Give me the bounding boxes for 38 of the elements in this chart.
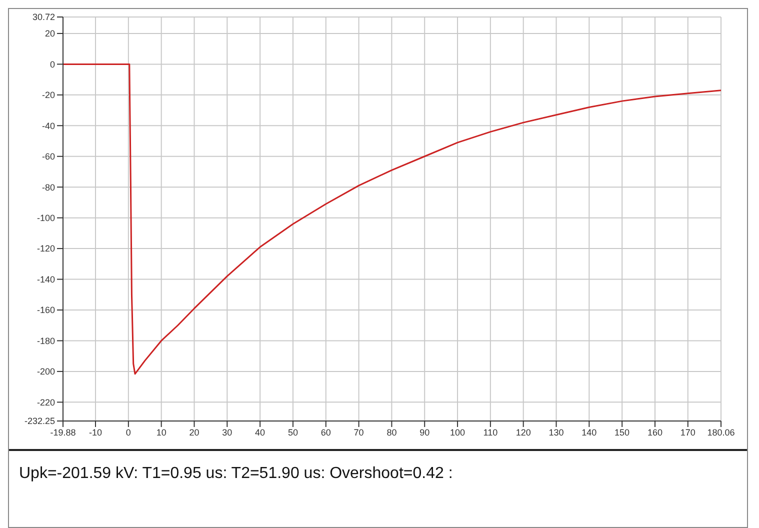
- y-tick-label: -120: [36, 244, 55, 254]
- x-tick-label: 30: [222, 427, 232, 438]
- x-tick-label: 120: [516, 427, 531, 438]
- x-tick-label: 140: [582, 427, 597, 438]
- y-tick-label: -200: [36, 366, 55, 377]
- x-tick-label: 50: [288, 427, 298, 438]
- x-tick-label: 10: [156, 427, 166, 438]
- y-tick-label: -20: [42, 90, 55, 100]
- x-tick-label: 180.06: [707, 427, 735, 438]
- x-tick-label: 80: [386, 427, 397, 438]
- x-tick-label: -19.88: [50, 427, 76, 438]
- y-tick-label: -232.25: [24, 416, 55, 426]
- x-tick-label: 70: [354, 427, 364, 438]
- x-tick-label: 60: [320, 427, 331, 438]
- y-tick-label: -180: [36, 336, 55, 346]
- y-tick-label: 0: [50, 59, 55, 70]
- y-tick-label: -100: [36, 213, 55, 224]
- y-tick-label: -140: [36, 274, 55, 284]
- y-tick-label: -60: [42, 152, 55, 162]
- x-tick-label: -10: [89, 427, 102, 438]
- text: Upk=-201.59 kV: T1=0.95 us: T2=51.90 us: Overshoot=0.42 :: [19, 465, 454, 483]
- y-tick-label: -80: [42, 182, 55, 192]
- x-tick-label: 20: [189, 427, 200, 438]
- y-tick-label: -220: [36, 397, 55, 408]
- x-tick-label: 170: [680, 427, 696, 438]
- x-tick-label: 100: [450, 427, 466, 438]
- x-tick-label: 40: [255, 427, 266, 438]
- x-tick-label: 0: [126, 427, 131, 438]
- y-tick-label: -160: [36, 305, 55, 316]
- x-tick-label: 150: [614, 427, 630, 438]
- x-tick-label: 90: [420, 427, 430, 438]
- line-series: [63, 63, 721, 375]
- x-tick-label: 130: [548, 427, 564, 438]
- y-tick-label: 20: [44, 28, 55, 39]
- x-tick-label: 160: [647, 427, 662, 438]
- x-tick-label: 110: [483, 427, 498, 438]
- y-tick-label: -40: [42, 120, 55, 131]
- y-tick-label: 30.72: [32, 12, 55, 22]
